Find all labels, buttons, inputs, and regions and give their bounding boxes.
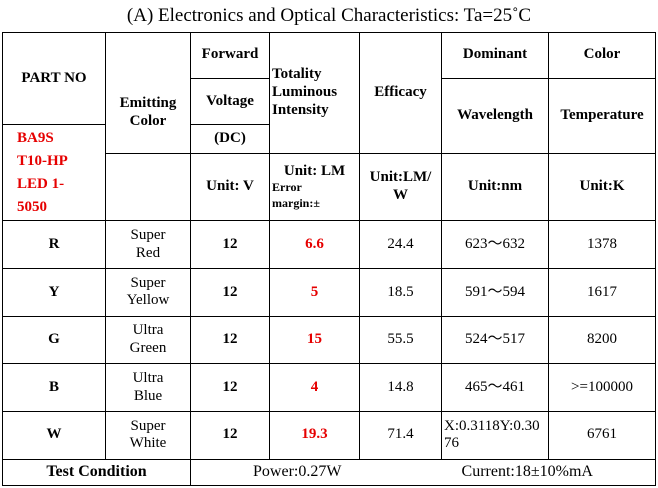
forward-voltage-header-1: Forward [190,32,270,79]
part-model-line3: LED 1- [17,175,65,192]
luminous-line3: Intensity [272,101,329,118]
row-voltage: 12 [190,220,270,270]
unit-efficacy: Unit:LM/W [359,152,442,222]
unit-luminous-note-2: margin:± [272,195,320,210]
row-color: Super Yellow [105,268,191,317]
row-code: B [2,363,106,412]
row-color: Super White [105,410,191,460]
row-color-1: Super [130,227,166,244]
row-lumen: 6.6 [269,220,360,270]
row-code: R [2,220,106,270]
units-emitting-empty [105,152,191,222]
color-temp-header-1: Color [548,32,656,79]
row-color-2: Blue [133,387,163,404]
test-current: Current:18±10%mA [461,462,593,480]
test-condition-row: Test Condition Power:0.27W Current:18±10… [2,458,656,487]
forward-voltage-header-3: (DC) [190,124,270,154]
part-model-cell: BA9S T10-HP LED 1- 5050 [2,124,106,222]
test-condition-label: Test Condition [2,458,191,487]
unit-luminous: Unit: LM Error margin:± [269,152,360,222]
part-model-line1: BA9S [17,129,54,146]
row-efficacy: 71.4 [359,410,442,460]
table-row: R Super Red 12 6.6 24.4 623～632 1378 [2,220,656,270]
emitting-line2: Color [129,112,167,129]
row-efficacy: 18.5 [359,268,442,317]
row-wavelength: 623～632 [441,220,549,270]
efficacy-header: Efficacy [359,32,442,154]
row-color-2: Yellow [126,292,170,309]
row-color-1: Super [130,417,166,434]
unit-color-temp: Unit:K [548,152,656,222]
row-color-2: Green [129,340,167,357]
unit-wavelength: Unit:nm [441,152,549,222]
characteristics-table: PART NO Emitting Color Forward Totality L… [2,31,656,487]
row-code: Y [2,268,106,317]
row-lumen: 19.3 [269,410,360,460]
row-wavelength: 591～594 [441,268,549,317]
dominant-header-2: Wavelength [441,77,549,154]
row-wavelength: 465～461 [441,363,549,412]
row-color-2: Red [135,244,161,261]
row-voltage: 12 [190,315,270,365]
color-temp-header-2: Temperature [548,77,656,154]
row-color: Ultra Blue [105,363,191,412]
row-color-1: Ultra [132,369,164,386]
table-row: G Ultra Green 12 15 55.5 524～517 8200 [2,315,656,365]
unit-voltage: Unit: V [190,152,270,222]
header-row-3: BA9S T10-HP LED 1- 5050 (DC) [2,124,656,222]
row-efficacy: 24.4 [359,220,442,270]
row-color-temp: 6761 [548,410,656,460]
row-wavelength: 524～517 [441,315,549,365]
table-row: Y Super Yellow 12 5 18.5 591～594 1617 [2,268,656,317]
row-voltage: 12 [190,410,270,460]
luminous-line2: Luminous [272,83,338,100]
table-row: B Ultra Blue 12 4 14.8 465～461 >=100000 [2,363,656,412]
row-color-temp: 1378 [548,220,656,270]
unit-luminous-label: Unit: LM [283,162,346,179]
row-wavelength: X:0.3118Y:0.3076 [441,410,549,460]
row-color-1: Super [130,274,166,291]
row-code: W [2,410,106,460]
emitting-color-header: Emitting Color [105,32,191,154]
row-color-temp: 8200 [548,315,656,365]
test-power: Power:0.27W [253,462,342,480]
dominant-header-1: Dominant [441,32,549,79]
part-model-line4: 5050 [17,198,47,215]
row-lumen: 15 [269,315,360,365]
forward-voltage-header-2: Voltage [190,77,270,126]
units-row: Unit: V Unit: LM Error margin:± Unit:LM/… [3,152,656,222]
row-color: Super Red [105,220,191,270]
unit-efficacy-1: Unit:LM/ [369,169,432,186]
row-efficacy: 55.5 [359,315,442,365]
page-title: (A) Electronics and Optical Characterist… [126,5,532,26]
part-model-line2: T10-HP [17,152,68,169]
row-color: Ultra Green [105,315,191,365]
row-color-1: Ultra [132,322,164,339]
row-voltage: 12 [190,268,270,317]
row-voltage: 12 [190,363,270,412]
row-code: G [2,315,106,365]
luminous-line1: Totality [272,66,322,83]
emitting-line1: Emitting [119,95,177,112]
unit-luminous-note-1: Error [272,180,302,195]
header-row-2: Voltage Wavelength Temperature [3,77,656,154]
row-color-temp: 1617 [548,268,656,317]
row-lumen: 4 [269,363,360,412]
row-efficacy: 14.8 [359,363,442,412]
table-row: W Super White 12 19.3 71.4 X:0.3118Y:0.30… [2,410,656,460]
header-row-1: PART NO Emitting Color Forward Totality L… [2,31,656,154]
luminous-header: Totality Luminous Intensity [269,32,360,154]
unit-efficacy-2: W [393,187,408,204]
part-no-header: PART NO [2,31,106,126]
row-lumen: 5 [269,268,360,317]
row-color-temp: >=100000 [548,363,656,412]
test-condition-values: Power:0.27W Current:18±10%mA [190,458,656,487]
row-color-2: White [129,435,167,452]
